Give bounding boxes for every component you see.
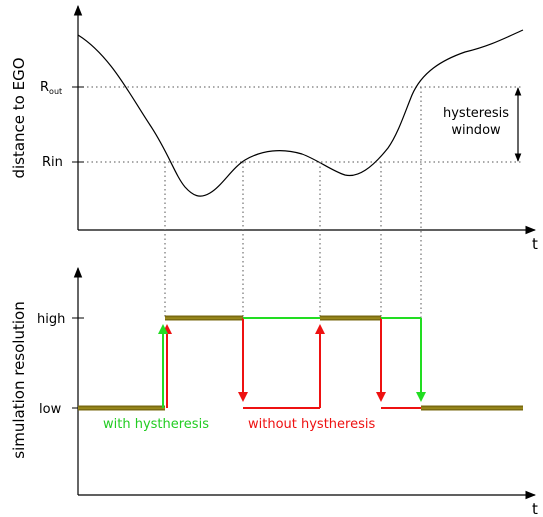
bottom-y-axis-label: simulation resolution (10, 301, 28, 458)
top-x-axis-label: t (532, 235, 538, 253)
overlap-highlight-3 (320, 317, 381, 319)
with-hysteresis-signal (158, 317, 426, 408)
overlap-highlight-4 (421, 407, 523, 409)
top-plot: distance to EGO t Rout Rin hysteresis wi… (10, 4, 538, 253)
low-label: low (39, 402, 62, 417)
r-out-label: Rout (40, 80, 62, 96)
hysteresis-window-label-line2: window (451, 123, 501, 138)
overlap-highlights (78, 317, 523, 409)
top-y-axis-label: distance to EGO (10, 57, 28, 178)
high-label: high (37, 312, 65, 327)
overlap-highlight-2 (165, 317, 243, 319)
crossing-guides (164, 87, 422, 318)
legend-without-hysteresis: without hystheresis (248, 417, 375, 432)
overlap-segments (78, 315, 523, 411)
distance-curve (77, 29, 524, 197)
hysteresis-window-label-line1: hysteresis (443, 106, 509, 121)
r-in-label: Rin (42, 155, 63, 170)
overlap-highlight-1 (78, 407, 165, 409)
legend-with-hysteresis: with hystheresis (103, 417, 209, 432)
bottom-plot: simulation resolution t high low with hy… (10, 266, 538, 517)
without-hysteresis-signal (162, 318, 421, 409)
bottom-x-axis-label: t (532, 500, 538, 517)
